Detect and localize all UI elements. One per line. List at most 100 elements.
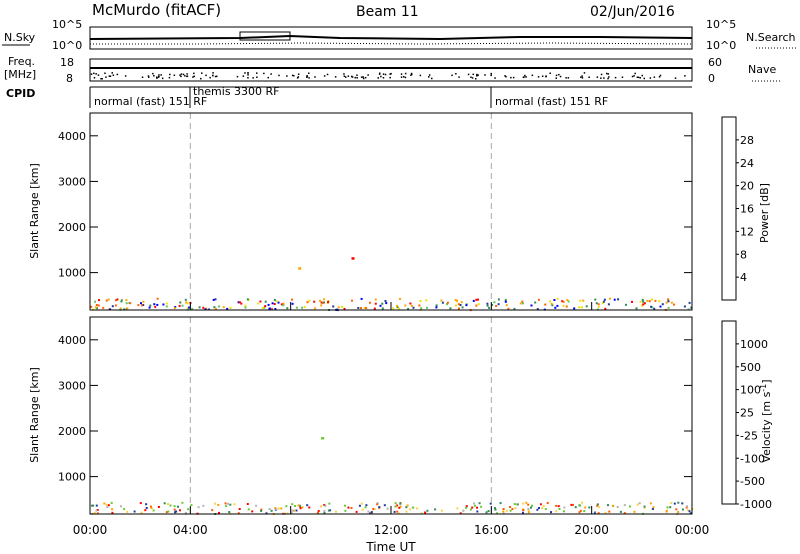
echo-cell bbox=[457, 303, 460, 306]
echo-cell bbox=[396, 510, 399, 513]
echo-cell bbox=[579, 509, 582, 512]
echo-cell bbox=[570, 503, 573, 506]
nave-dot bbox=[581, 77, 584, 79]
echo-cell bbox=[455, 304, 457, 307]
nave-dot bbox=[95, 73, 97, 75]
nsky-tick-top: 10^5 bbox=[52, 18, 82, 31]
echo-cell bbox=[578, 306, 581, 309]
echo-cell bbox=[473, 504, 476, 507]
echo-cell bbox=[95, 306, 97, 309]
echo-cell bbox=[642, 303, 645, 306]
echo-cell bbox=[94, 300, 96, 303]
echo-cell bbox=[313, 300, 316, 303]
echo-cell bbox=[105, 503, 108, 506]
echo-cell bbox=[275, 508, 278, 511]
echo-cell bbox=[516, 503, 519, 506]
echo-cell bbox=[504, 299, 507, 302]
nsearch-tick-bottom: 10^0 bbox=[706, 39, 736, 52]
nave-dot bbox=[382, 73, 385, 75]
echo-cell bbox=[319, 299, 321, 302]
power-y-title: Slant Range [km] bbox=[28, 163, 41, 259]
x-tick-label: 16:00 bbox=[474, 523, 509, 537]
echo-cell bbox=[324, 504, 327, 507]
nave-dot bbox=[360, 76, 363, 78]
echo-cell bbox=[499, 502, 502, 505]
nave-dot bbox=[161, 77, 164, 80]
echo-cell bbox=[648, 300, 651, 303]
echo-cell bbox=[360, 307, 362, 310]
nave-dot bbox=[476, 75, 478, 77]
nave-dot bbox=[379, 72, 381, 74]
echo-cell bbox=[211, 509, 214, 512]
echo-cell bbox=[268, 508, 271, 510]
echo-cell bbox=[566, 299, 569, 301]
nave-dot bbox=[607, 77, 609, 80]
echo-cell bbox=[150, 507, 153, 510]
echo-cell bbox=[553, 299, 556, 301]
echo-cell bbox=[273, 298, 276, 301]
echo-cell bbox=[137, 304, 140, 307]
nave-dot bbox=[382, 77, 385, 79]
echo-cell bbox=[270, 509, 273, 512]
nave-dot bbox=[201, 72, 203, 74]
echo-cell bbox=[396, 304, 398, 307]
echo-cell bbox=[173, 307, 176, 310]
echo-cell bbox=[527, 503, 530, 506]
nave-dot bbox=[147, 75, 150, 77]
echo-cell bbox=[115, 299, 117, 302]
nave-dot bbox=[600, 73, 603, 76]
echo-cell bbox=[441, 301, 444, 304]
x-tick-label: 04:00 bbox=[173, 523, 208, 537]
echo-cell bbox=[350, 507, 353, 509]
nave-dot bbox=[471, 77, 474, 79]
echo-cell bbox=[197, 506, 200, 509]
echo-cell bbox=[612, 504, 615, 507]
echo-cell bbox=[323, 301, 325, 304]
echo-cell bbox=[580, 306, 583, 309]
nave-dot bbox=[278, 74, 280, 77]
nave-dot bbox=[256, 72, 258, 74]
nave-dot bbox=[567, 77, 570, 79]
echo-cell bbox=[472, 299, 475, 302]
echo-cell bbox=[238, 508, 241, 510]
echo-cell bbox=[218, 511, 220, 514]
echo-cell bbox=[360, 502, 363, 505]
echo-cell bbox=[381, 302, 384, 305]
echo-cell bbox=[181, 501, 184, 504]
power-y-axis: 1000 2000 3000 4000 bbox=[58, 130, 692, 280]
echo-cell bbox=[157, 506, 160, 508]
nave-dot bbox=[494, 77, 496, 79]
echo-cell bbox=[688, 510, 691, 513]
echo-cell bbox=[681, 508, 684, 511]
echo-cell bbox=[145, 507, 148, 509]
echo-cell bbox=[457, 307, 460, 310]
echo-cell bbox=[651, 306, 654, 309]
echo-cell bbox=[125, 302, 128, 305]
echo-cell bbox=[361, 508, 364, 511]
nave-dot bbox=[93, 77, 96, 79]
echo-cell bbox=[631, 300, 633, 303]
nave-dot bbox=[549, 72, 551, 74]
echo-cell bbox=[488, 306, 491, 309]
echo-cell bbox=[462, 509, 465, 512]
echo-cell bbox=[111, 511, 114, 514]
echo-cell bbox=[588, 506, 591, 509]
echo-cell bbox=[650, 305, 653, 308]
echo-cell bbox=[485, 511, 488, 514]
nave-dot bbox=[334, 76, 337, 78]
echo-cell bbox=[665, 301, 668, 304]
echo-cell bbox=[435, 306, 438, 309]
echo-cell bbox=[505, 304, 508, 307]
nave-dot bbox=[525, 76, 527, 78]
nave-dot bbox=[293, 75, 295, 77]
echo-cell bbox=[446, 301, 449, 304]
echo-cell bbox=[306, 301, 309, 304]
nave-dot bbox=[354, 76, 356, 79]
nave-dot bbox=[108, 75, 111, 77]
echo-cell bbox=[280, 507, 283, 510]
echo-cell bbox=[561, 300, 564, 303]
echo-cell bbox=[509, 509, 512, 512]
echo-cell bbox=[102, 306, 105, 309]
nave-dot bbox=[173, 74, 176, 76]
echo-cell bbox=[456, 507, 459, 510]
